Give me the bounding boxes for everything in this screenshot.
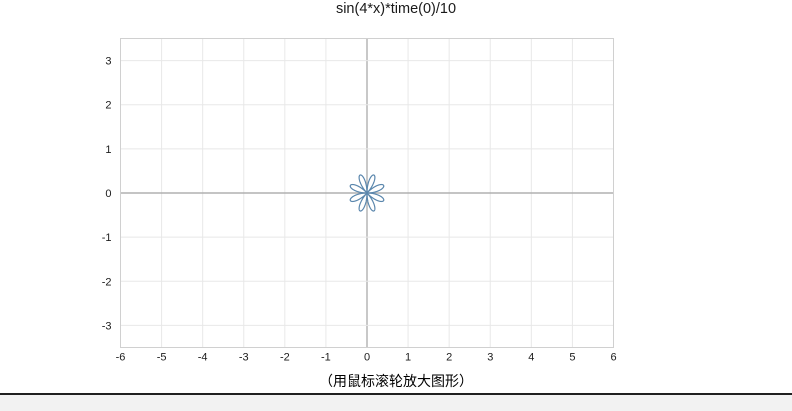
y-tick-label: 1 [105, 144, 111, 156]
x-tick-label: -5 [157, 352, 167, 364]
y-tick-label: -2 [102, 276, 112, 288]
x-tick-label: 5 [569, 352, 575, 364]
zoom-hint-caption: （用鼠标滚轮放大图形） [319, 373, 473, 389]
chart-area[interactable]: -6 -5 -4 -3 -2 -1 0 1 2 3 4 5 6 -3 -2 -1 0 1 2 3 [0, 0, 792, 372]
x-tick-label: 0 [364, 352, 370, 364]
y-tick-label: -1 [102, 232, 112, 244]
status-bar [0, 395, 792, 411]
x-tick-label: 6 [610, 352, 616, 364]
curve-polar-rose [349, 174, 385, 212]
y-tick-label: 0 [105, 188, 111, 200]
x-tick-label: -3 [239, 352, 249, 364]
y-tick-label: 2 [105, 100, 111, 112]
chart-title: 极坐标图形 sin(4*x)*time(0)/10 [0, 0, 792, 18]
x-tick-label: -4 [198, 352, 208, 364]
x-tick-label: -1 [321, 352, 331, 364]
chart-title-line2: sin(4*x)*time(0)/10 [335, 1, 457, 17]
chart-canvas[interactable]: -6 -5 -4 -3 -2 -1 0 1 2 3 4 5 6 -3 -2 -1 0 1 2 3 [0, 0, 792, 372]
y-tick-label: -3 [102, 320, 112, 332]
plot-frame [120, 38, 614, 348]
x-tick-label: 2 [446, 352, 452, 364]
x-tick-label: 4 [528, 352, 534, 364]
bottom-divider [0, 393, 792, 395]
x-tick-label: 3 [487, 352, 493, 364]
x-tick-label: -6 [116, 352, 126, 364]
x-tick-label: -2 [280, 352, 290, 364]
y-tick-label: 3 [105, 56, 111, 68]
x-tick-label: 1 [405, 352, 411, 364]
